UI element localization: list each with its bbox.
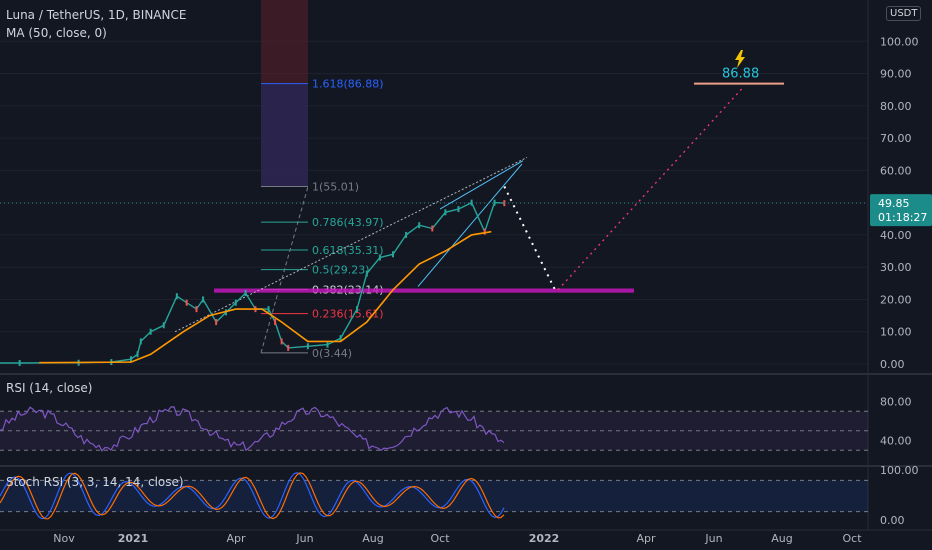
price-badge-countdown: 01:18:27 [878, 211, 927, 224]
y-tick-label: 30.00 [880, 261, 912, 274]
fib-trend-line [260, 186, 309, 354]
fib-level-label: 0.5(29.23) [312, 264, 370, 277]
ma-legend[interactable]: MA (50, close, 0) [6, 26, 107, 40]
x-tick-label: Oct [842, 532, 862, 545]
price-series [0, 201, 505, 364]
y-tick-label: 60.00 [880, 164, 912, 177]
y-tick-label: 0.00 [880, 358, 905, 371]
y-tick-label: 80.00 [880, 100, 912, 113]
x-tick-label: Jun [704, 532, 722, 545]
wedge-upper-line [439, 160, 524, 210]
x-tick-label: Oct [430, 532, 450, 545]
wedge-upper-line [174, 157, 528, 333]
fib-level-label: 0.618(35.31) [312, 244, 384, 257]
stoch-tick-label: 100.00 [880, 464, 919, 477]
stoch-rsi-legend[interactable]: Stoch RSI (3, 3, 14, 14, close) [6, 475, 184, 489]
price-badge [870, 194, 932, 227]
x-tick-label: 2021 [118, 532, 149, 545]
fib-extension-zone [261, 83, 308, 187]
x-tick-label: Nov [53, 532, 75, 545]
x-tick-label: Aug [362, 532, 383, 545]
projection-up [557, 85, 745, 291]
currency-tag[interactable]: USDT [886, 6, 922, 21]
lightning-icon [735, 50, 745, 68]
fib-level-label: 1.618(86.88) [312, 78, 384, 91]
x-tick-label: Apr [226, 532, 246, 545]
stoch-tick-label: 0.00 [880, 514, 905, 527]
x-tick-label: 2022 [529, 532, 560, 545]
rsi-legend[interactable]: RSI (14, close) [6, 381, 93, 395]
target-label: 86.88 [722, 67, 759, 82]
wedge-lower-line [417, 163, 523, 287]
stoch-d-line [0, 472, 505, 520]
fib-level-label: 0.786(43.97) [312, 216, 384, 229]
projection-down [503, 186, 556, 291]
y-tick-label: 70.00 [880, 132, 912, 145]
rsi-tick-label: 40.00 [880, 435, 912, 448]
x-tick-label: Jun [295, 532, 313, 545]
symbol-legend[interactable]: Luna / TetherUS, 1D, BINANCE [6, 8, 187, 22]
support-zone [214, 288, 634, 293]
moving-average-line [39, 230, 492, 364]
stoch-k-line [0, 472, 505, 520]
x-tick-label: Aug [771, 532, 792, 545]
y-tick-label: 40.00 [880, 229, 912, 242]
price-badge-value: 49.85 [878, 197, 910, 210]
fib-level-label: 0(3.44) [312, 347, 352, 360]
x-tick-label: Apr [636, 532, 656, 545]
y-tick-label: 20.00 [880, 293, 912, 306]
y-tick-label: 100.00 [880, 35, 919, 48]
rsi-tick-label: 80.00 [880, 396, 912, 409]
y-tick-label: 10.00 [880, 326, 912, 339]
fib-level-label: 0.236(15.61) [312, 308, 384, 321]
rsi-line [0, 406, 505, 452]
y-tick-label: 90.00 [880, 68, 912, 81]
fib-level-label: 1(55.01) [312, 180, 359, 193]
